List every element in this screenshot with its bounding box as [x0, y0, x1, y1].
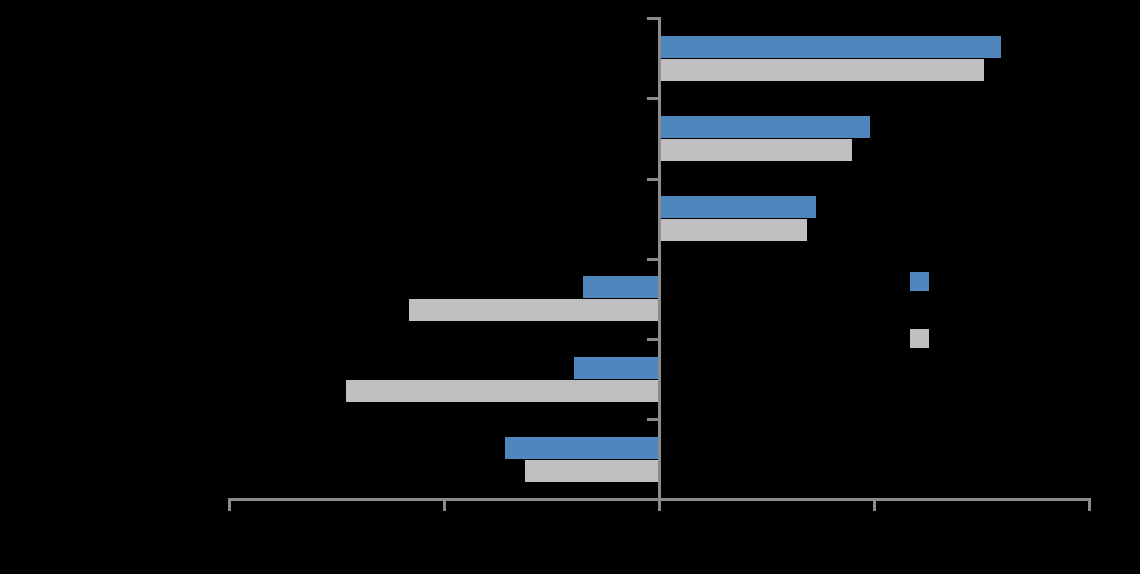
- x-axis-line: [228, 497, 1091, 501]
- legend-swatch-series1: [910, 272, 929, 291]
- bar-series-2-gray-cat2: [661, 138, 853, 161]
- bar-series-1-blue-cat5: [574, 356, 658, 379]
- y-axis-line: [658, 17, 661, 511]
- x-axis-tick: [1088, 497, 1091, 511]
- x-axis-tick: [443, 497, 446, 511]
- bar-series-2-gray-cat4: [408, 299, 658, 322]
- x-axis-tick: [228, 497, 231, 511]
- y-axis-tick: [647, 338, 658, 341]
- bar-series-2-gray-cat6: [524, 459, 658, 482]
- bar-series-2-gray-cat5: [346, 379, 658, 402]
- bar-series-2-gray-cat3: [661, 219, 808, 241]
- bar-series-2-gray-cat1: [661, 58, 984, 81]
- bar-series-1-blue-cat6: [505, 436, 658, 459]
- legend-swatch-series2: [910, 329, 929, 348]
- y-axis-tick: [647, 97, 658, 101]
- bar-series-1-blue-cat1: [661, 35, 1001, 58]
- bar-series-1-blue-cat2: [661, 115, 870, 138]
- y-axis-tick: [647, 17, 658, 20]
- y-axis-tick: [647, 418, 658, 422]
- x-axis-tick: [873, 497, 876, 511]
- bar-series-1-blue-cat3: [661, 196, 816, 218]
- y-axis-tick: [647, 177, 658, 181]
- bar-series-1-blue-cat4: [582, 276, 658, 299]
- y-axis-tick: [647, 257, 658, 261]
